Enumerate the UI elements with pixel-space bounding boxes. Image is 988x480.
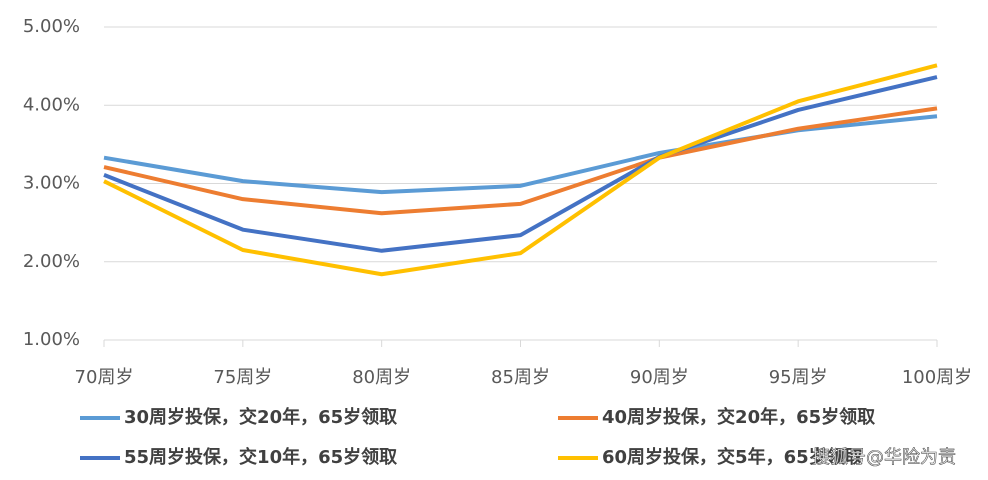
y-tick-label: 5.00% (23, 16, 80, 37)
y-tick-label: 4.00% (23, 94, 80, 115)
x-tick-label: 100周岁 (902, 367, 972, 388)
series-line (103, 63, 938, 277)
x-tick-label: 95周岁 (769, 367, 828, 388)
y-tick-label: 3.00% (23, 173, 80, 194)
y-tick-label: 2.00% (23, 251, 80, 272)
x-tick-label: 80周岁 (352, 367, 411, 388)
x-tick-label: 75周岁 (213, 367, 272, 388)
series-line (103, 75, 938, 253)
x-tick-label: 85周岁 (491, 367, 550, 388)
y-tick-label: 1.00% (23, 329, 80, 350)
legend-text: 40周岁投保，交20年，65岁领取 (602, 406, 876, 428)
legend-text: 60周岁投保，交5年，65岁领取 (602, 446, 864, 468)
series-line (103, 106, 938, 216)
legend-text: 30周岁投保，交20年，65岁领取 (124, 406, 398, 428)
watermark: 搜狐号@华险为责 (812, 447, 956, 468)
legend-text: 55周岁投保，交10年，65岁领取 (124, 446, 398, 468)
x-tick-label: 70周岁 (75, 367, 134, 388)
x-tick-label: 90周岁 (630, 367, 689, 388)
